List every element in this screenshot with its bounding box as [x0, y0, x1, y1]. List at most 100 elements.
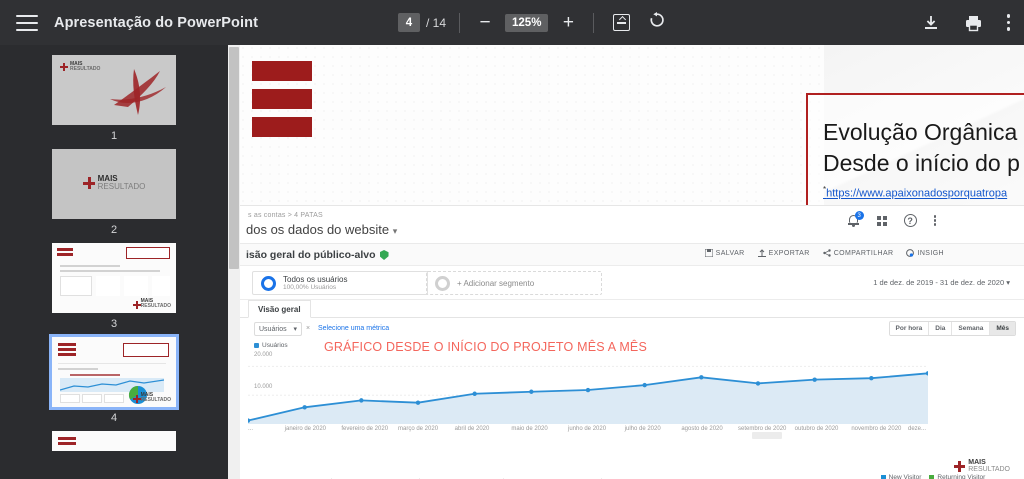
page-title: Apresentação do PowerPoint: [54, 14, 259, 31]
top-toolbar: Apresentação do PowerPoint 4 / 14 − 125%…: [0, 0, 1024, 45]
x-axis-labels: janeiro de 2020 fevereiro de 2020 março de…: [248, 426, 1024, 436]
share-button[interactable]: COMPARTILHAR: [823, 249, 894, 257]
help-icon[interactable]: ?: [903, 214, 917, 227]
thumbnail-sidebar[interactable]: MAIS RESULTADO 1: [0, 45, 228, 479]
brush-mark-icon: [110, 69, 166, 115]
thumbnail-number: 1: [110, 130, 118, 142]
remove-metric-icon[interactable]: ×: [306, 325, 311, 332]
slide-viewer: Evolução Orgânica d Desde o início do p …: [228, 45, 1024, 479]
bell-icon[interactable]: 3: [847, 211, 864, 227]
decorative-red-bar: [252, 117, 312, 137]
tab-visao-geral[interactable]: Visão geral: [248, 300, 311, 318]
footer-logo-line1: MAIS: [968, 459, 986, 466]
insights-icon: [906, 249, 915, 257]
thumbnail-image-5[interactable]: [52, 431, 176, 451]
segment-all-users[interactable]: Todos os usuários 100,00% Usuários: [252, 271, 428, 295]
brand-cross-icon: [954, 460, 966, 472]
legend-label: Usuários: [262, 342, 288, 349]
zoom-out-button[interactable]: −: [479, 12, 491, 33]
select-metric-link[interactable]: Selecione uma métrica: [318, 325, 390, 332]
logo-line1: MAIS: [97, 174, 118, 183]
apps-grid-icon[interactable]: [876, 215, 887, 226]
thumbnail-item-3[interactable]: MAIS RESULTADO 3: [52, 243, 176, 330]
analytics-header: s as contas > 4 PATAS dos os dados do we…: [240, 206, 1024, 244]
thumbnail-image-3[interactable]: MAIS RESULTADO: [52, 243, 176, 313]
hamburger-icon[interactable]: [16, 14, 38, 31]
breadcrumb: s as contas > 4 PATAS: [248, 212, 323, 219]
rotate-icon[interactable]: [648, 11, 666, 34]
source-url: https://www.apaixonadosporquatropa: [826, 187, 1008, 200]
add-segment-button[interactable]: + Adicionar segmento: [426, 271, 602, 295]
thumbnail-image-1[interactable]: MAIS RESULTADO: [52, 55, 176, 125]
metric-select-label: Usuários: [259, 325, 287, 333]
x-axis-tick-label: ...: [248, 426, 254, 432]
print-icon[interactable]: [964, 14, 983, 32]
date-range-label: 1 de dez. de 2019 - 31 de dez. de 2020: [873, 278, 1005, 287]
share-label: COMPARTILHAR: [833, 249, 894, 257]
slide-canvas: Evolução Orgânica d Desde o início do p …: [240, 45, 1024, 479]
save-button[interactable]: SALVAR: [704, 249, 745, 257]
current-page-input[interactable]: 4: [398, 13, 420, 32]
thumbnail-item-5[interactable]: [52, 431, 176, 451]
report-actions: SALVAR EXPORTAR COMPARTILHAR INSIGH: [704, 249, 944, 257]
account-selector[interactable]: dos os dados do website ▾: [246, 222, 397, 237]
thumbnail-item-1[interactable]: MAIS RESULTADO 1: [52, 55, 176, 142]
legend-color-swatch: [254, 343, 259, 348]
more-options-icon[interactable]: [1006, 14, 1010, 31]
segment-ring-icon: [435, 275, 450, 291]
granularity-month[interactable]: Mês: [990, 322, 1015, 335]
chart-scroll-handle[interactable]: [752, 432, 782, 439]
slide-source-link[interactable]: *https://www.apaixonadosporquatropa: [823, 185, 1024, 200]
thumbnail-chart-line: [60, 379, 164, 391]
report-tabs: Visão geral: [240, 300, 1024, 318]
thumbnail-image-4[interactable]: MAIS RESULTADO: [49, 334, 179, 410]
legend-color-swatch: [929, 475, 935, 479]
granularity-day[interactable]: Dia: [929, 322, 953, 335]
download-icon[interactable]: [922, 14, 940, 32]
insights-button[interactable]: INSIGH: [906, 249, 944, 257]
decorative-red-bar: [252, 61, 312, 81]
x-axis-tick-label: fevereiro de 2020: [341, 426, 389, 432]
divider: [459, 12, 461, 33]
metric-select[interactable]: Usuários ▾: [254, 322, 302, 336]
pie-legend-new-visitor: New Visitor: [880, 474, 922, 479]
zoom-in-button[interactable]: +: [562, 12, 574, 33]
more-vertical-icon[interactable]: [933, 215, 936, 226]
logo-line1: MAIS: [70, 61, 83, 67]
share-icon: [823, 249, 831, 257]
pie-legend: New Visitor Returning Visitor: [858, 474, 1008, 479]
thumbnail-item-2[interactable]: MAIS RESULTADO 2: [52, 149, 176, 236]
zoom-level-label[interactable]: 125%: [505, 13, 549, 32]
page-total-label: / 14: [426, 15, 447, 30]
source-marker: *: [823, 185, 827, 194]
thumbnail-logo: MAIS RESULTADO: [60, 62, 100, 72]
thumbnail-image-2[interactable]: MAIS RESULTADO: [52, 149, 176, 219]
export-label: EXPORTAR: [768, 249, 810, 257]
x-axis-tick-label: outubro de 2020: [794, 426, 839, 432]
notification-badge: 3: [854, 211, 864, 220]
x-axis-tick-label: deze...: [908, 426, 927, 432]
granularity-hour[interactable]: Por hora: [889, 322, 930, 335]
metric-row: Usuários ▾ × Selecione uma métrica Por h…: [240, 318, 1024, 340]
export-button[interactable]: EXPORTAR: [757, 249, 810, 257]
decorative-red-bar: [252, 89, 312, 109]
report-title: isão geral do público-alvo: [246, 249, 389, 261]
vertical-scrollbar[interactable]: [228, 45, 240, 479]
export-icon: [757, 249, 766, 257]
pie-legend-label: New Visitor: [888, 474, 922, 479]
right-toolbar: [922, 0, 1010, 45]
slide-footer-logo: MAIS RESULTADO: [954, 459, 1010, 473]
fit-to-page-icon[interactable]: [613, 14, 631, 31]
save-label: SALVAR: [715, 249, 745, 257]
scrollbar-thumb[interactable]: [229, 47, 239, 269]
segment-bar: Todos os usuários 100,00% Usuários + Adi…: [240, 266, 1024, 300]
x-axis-tick-label: agosto de 2020: [681, 426, 723, 432]
chart-annotation: GRÁFICO DESDE O INÍCIO DO PROJETO MÊS A …: [324, 340, 648, 354]
thumbnail-item-4[interactable]: MAIS RESULTADO 4: [49, 334, 179, 424]
date-range-selector[interactable]: 1 de dez. de 2019 - 31 de dez. de 2020 ▾: [873, 278, 1010, 287]
granularity-week[interactable]: Semana: [952, 322, 991, 335]
insights-label: INSIGH: [917, 249, 944, 257]
chart-legend: Usuários: [254, 342, 288, 349]
y-axis-tick: 20.000: [254, 352, 273, 358]
